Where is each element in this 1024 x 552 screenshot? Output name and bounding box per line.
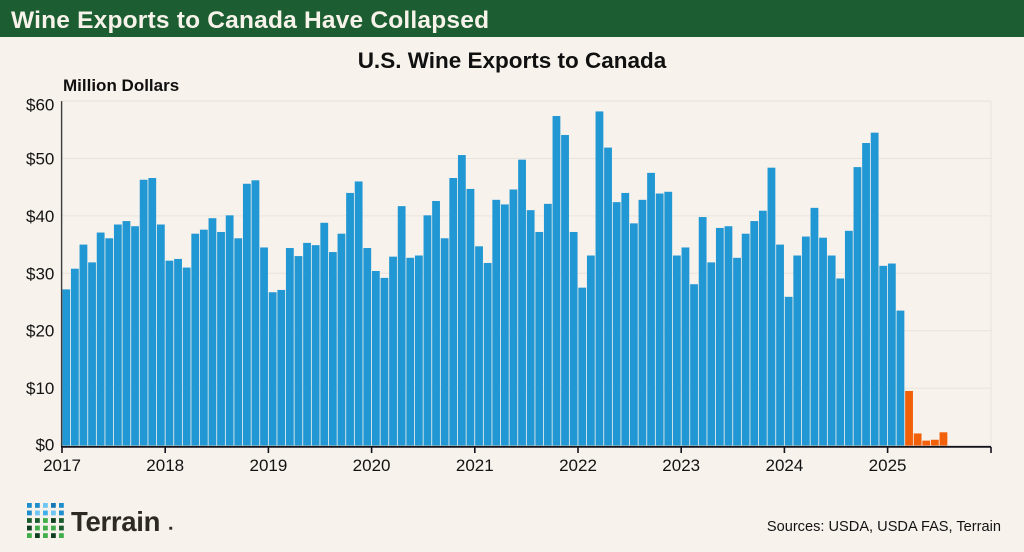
svg-text:$0: $0 <box>35 435 54 454</box>
svg-text:$50: $50 <box>26 149 54 168</box>
svg-text:2019: 2019 <box>249 456 287 475</box>
svg-text:2017: 2017 <box>43 456 81 475</box>
svg-text:2018: 2018 <box>146 456 184 475</box>
svg-text:$10: $10 <box>26 379 54 398</box>
svg-text:2021: 2021 <box>456 456 494 475</box>
svg-text:$20: $20 <box>26 322 54 341</box>
svg-text:$30: $30 <box>26 264 54 283</box>
svg-text:$60: $60 <box>26 96 54 115</box>
svg-text:2024: 2024 <box>765 456 803 475</box>
svg-text:2025: 2025 <box>869 456 907 475</box>
svg-text:2022: 2022 <box>559 456 597 475</box>
svg-text:$40: $40 <box>26 207 54 226</box>
svg-text:2023: 2023 <box>662 456 700 475</box>
svg-text:2020: 2020 <box>353 456 391 475</box>
